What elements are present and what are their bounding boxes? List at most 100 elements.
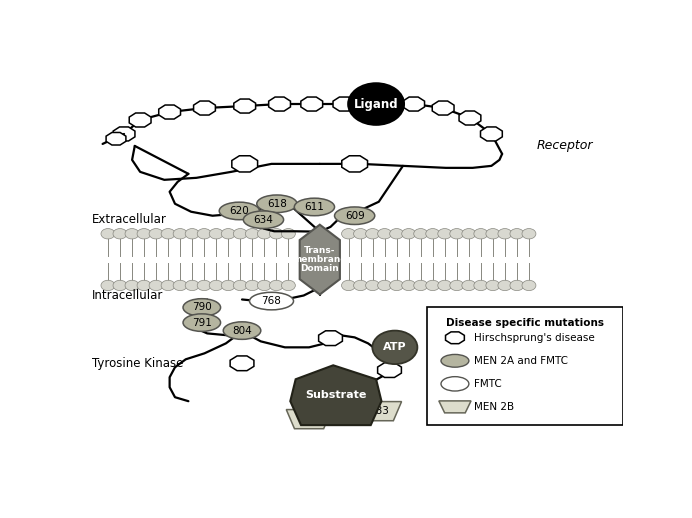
Polygon shape [232,156,257,172]
Text: 918: 918 [299,414,319,424]
Circle shape [486,228,500,239]
Text: membrane: membrane [293,255,347,264]
Circle shape [486,280,500,291]
Circle shape [426,280,439,291]
Circle shape [101,228,115,239]
Circle shape [474,228,488,239]
Circle shape [282,228,295,239]
Text: 790: 790 [192,303,212,312]
Circle shape [197,280,211,291]
Text: 634: 634 [253,214,273,225]
Text: Ligand: Ligand [354,97,399,110]
Circle shape [378,228,392,239]
Text: Domain: Domain [300,264,339,273]
Text: Receptor: Receptor [537,139,594,152]
Polygon shape [234,99,255,113]
Circle shape [348,83,404,125]
Polygon shape [432,101,454,115]
Circle shape [401,228,416,239]
Circle shape [426,228,439,239]
Polygon shape [459,111,481,125]
Circle shape [522,280,536,291]
Polygon shape [286,410,332,429]
Text: MEN 2B: MEN 2B [474,402,514,412]
Polygon shape [301,97,322,111]
Circle shape [390,280,403,291]
Circle shape [378,280,392,291]
Ellipse shape [183,299,221,316]
Text: 883: 883 [369,406,389,416]
Circle shape [125,228,139,239]
Circle shape [510,228,524,239]
Circle shape [401,280,416,291]
Circle shape [269,280,283,291]
Text: MEN 2A and FMTC: MEN 2A and FMTC [474,356,568,366]
Circle shape [209,228,224,239]
Circle shape [257,228,271,239]
Ellipse shape [183,314,221,332]
Text: Substrate: Substrate [305,390,367,400]
Circle shape [450,228,464,239]
Polygon shape [113,127,135,141]
Polygon shape [158,105,181,119]
Circle shape [233,228,247,239]
Circle shape [354,228,367,239]
Ellipse shape [244,211,284,228]
Text: 791: 791 [192,318,212,327]
Circle shape [365,228,379,239]
Circle shape [257,280,271,291]
Circle shape [246,280,260,291]
Polygon shape [291,365,381,425]
Circle shape [438,280,452,291]
Circle shape [269,228,283,239]
Circle shape [438,228,452,239]
Polygon shape [439,401,471,413]
Circle shape [498,228,512,239]
Circle shape [414,228,428,239]
Circle shape [137,228,151,239]
Polygon shape [356,401,401,421]
Text: Trans-: Trans- [304,247,336,255]
Polygon shape [446,332,464,343]
Ellipse shape [334,207,375,224]
Text: 768: 768 [262,296,282,306]
Circle shape [354,280,367,291]
Text: Disease specific mutations: Disease specific mutations [446,318,604,327]
Ellipse shape [257,195,297,212]
Text: 618: 618 [267,199,286,209]
Polygon shape [129,113,151,127]
Polygon shape [268,97,291,111]
Circle shape [173,280,187,291]
Polygon shape [230,356,254,371]
Polygon shape [378,363,401,378]
Circle shape [522,228,536,239]
Text: ATP: ATP [383,342,407,352]
Text: Extracellular: Extracellular [92,213,167,226]
Text: 804: 804 [232,326,252,336]
Text: Hirschsprung's disease: Hirschsprung's disease [474,333,595,343]
Circle shape [221,228,235,239]
Circle shape [372,330,417,364]
Circle shape [414,280,428,291]
Text: Intracellular: Intracellular [92,289,163,302]
Circle shape [282,280,295,291]
Polygon shape [300,225,340,295]
Circle shape [342,280,356,291]
Text: Tyrosine Kinase: Tyrosine Kinase [92,357,183,370]
Circle shape [137,280,151,291]
Circle shape [185,228,199,239]
Ellipse shape [441,377,469,391]
Circle shape [233,280,247,291]
Circle shape [185,280,199,291]
Circle shape [161,228,175,239]
Circle shape [246,228,260,239]
Ellipse shape [250,292,293,310]
Circle shape [173,228,187,239]
Text: 611: 611 [304,202,325,212]
Circle shape [390,228,403,239]
Circle shape [221,280,235,291]
Circle shape [197,228,211,239]
Polygon shape [480,127,502,141]
Polygon shape [403,97,425,111]
Circle shape [498,280,512,291]
